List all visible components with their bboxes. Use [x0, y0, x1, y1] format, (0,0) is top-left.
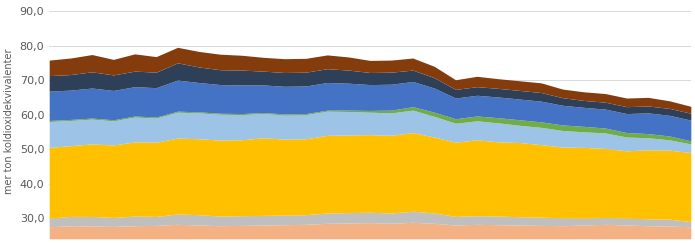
Y-axis label: mer ton koldioxidekvivalenter: mer ton koldioxidekvivalenter	[4, 49, 14, 194]
